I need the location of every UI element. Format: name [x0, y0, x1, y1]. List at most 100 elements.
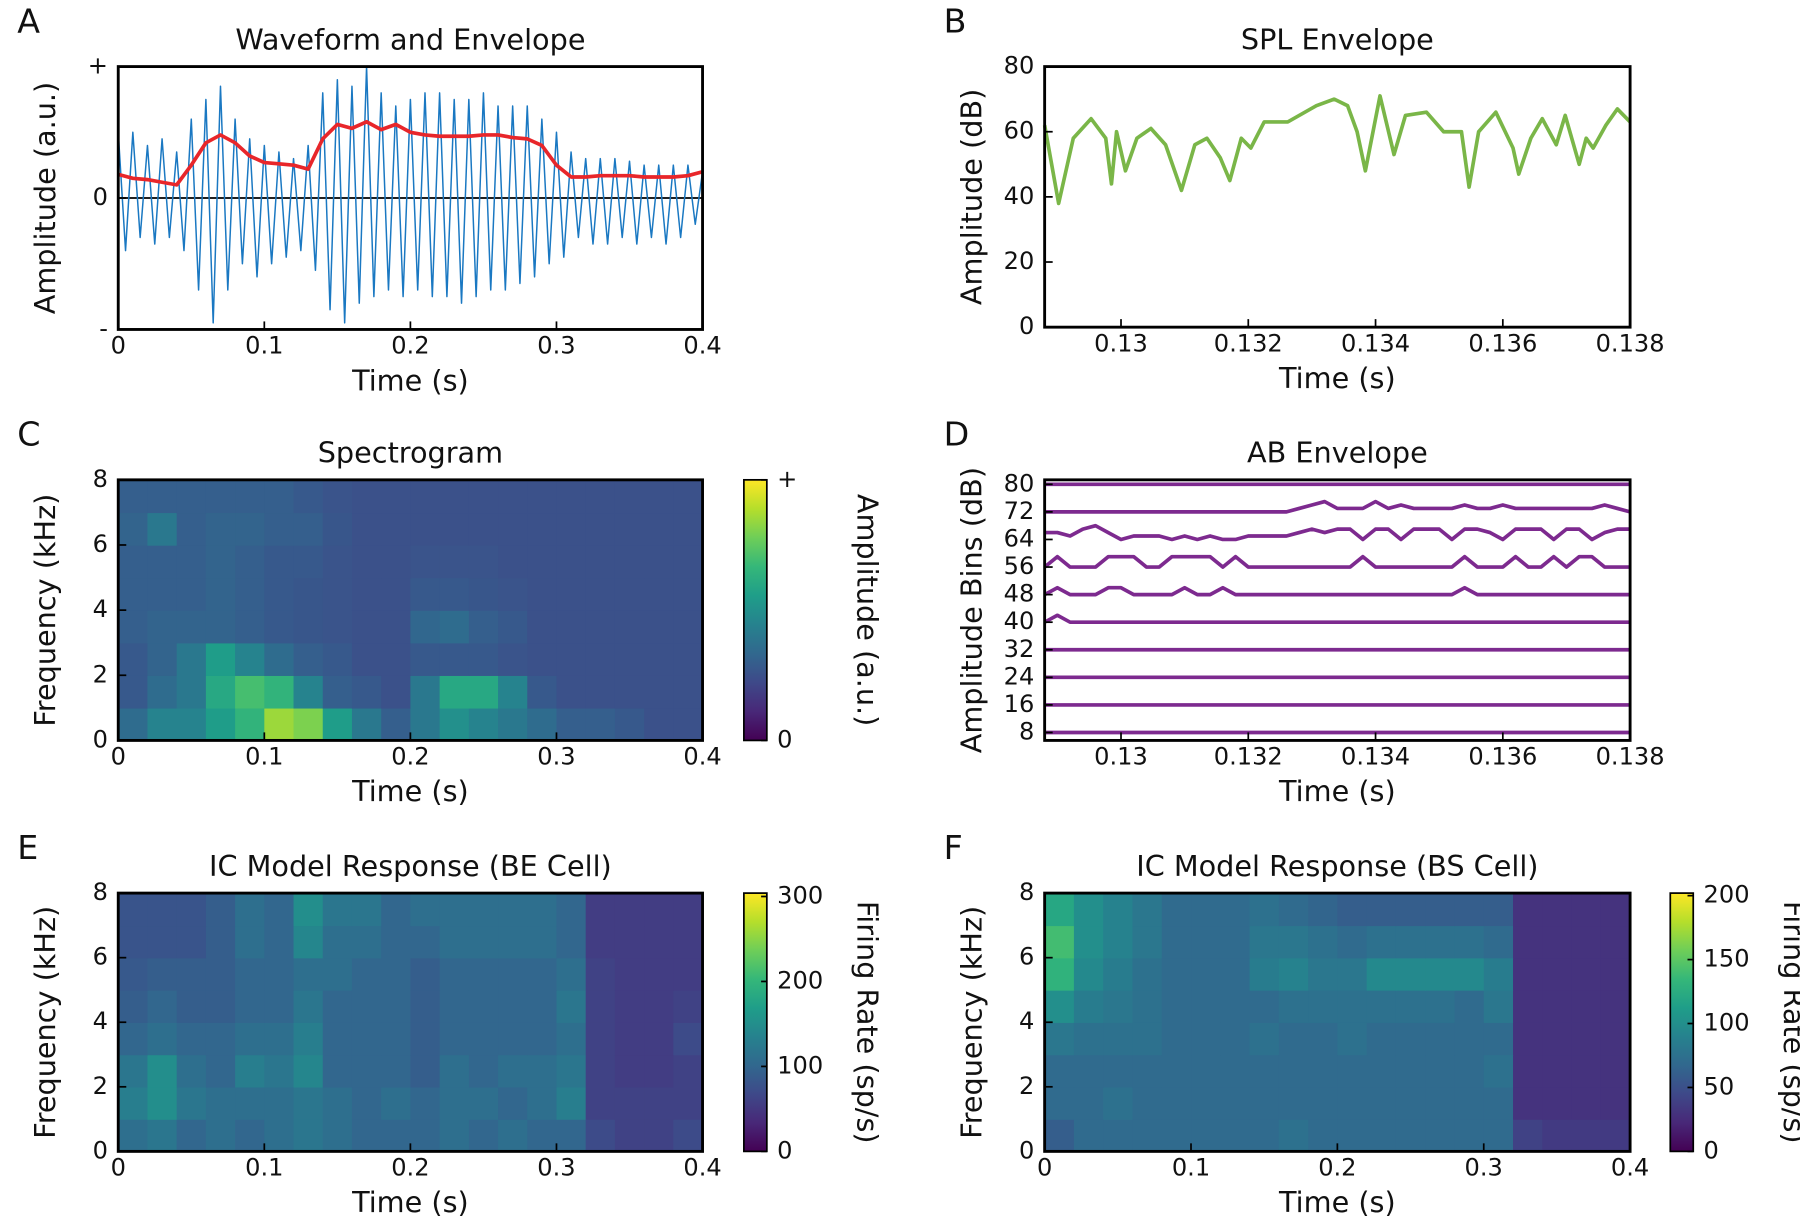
- heatmap-cell: [644, 577, 675, 611]
- chart-title: Spectrogram: [318, 436, 503, 470]
- heatmap-cell: [527, 1054, 558, 1088]
- heatmap-cell: [1337, 925, 1368, 959]
- heatmap-cell: [264, 707, 295, 742]
- heatmap-cell: [498, 707, 528, 742]
- heatmap-cell: [498, 675, 528, 709]
- heatmap-cell: [1454, 989, 1485, 1023]
- heatmap-cell: [468, 925, 499, 959]
- heatmap-cell: [1161, 925, 1192, 959]
- colorbar-label: Amplitude (a.u.): [851, 494, 885, 727]
- heatmap-cell: [351, 1022, 382, 1056]
- heatmap-cell: [264, 1054, 295, 1088]
- heatmap-cell: [1278, 1086, 1309, 1120]
- heatmap-cell: [1220, 893, 1251, 927]
- colorbar-tick-label: 200: [777, 966, 823, 994]
- heatmap-cell: [673, 479, 704, 514]
- heatmap-cell: [1073, 957, 1104, 991]
- heatmap-cell: [176, 1054, 207, 1088]
- heatmap-cell: [235, 642, 266, 676]
- heatmap-cell: [439, 1119, 470, 1153]
- heatmap-cell: [293, 989, 324, 1023]
- heatmap-cell: [118, 1119, 149, 1153]
- heatmap-cell: [381, 642, 412, 676]
- x-tick-label: 0.3: [537, 743, 575, 771]
- heatmap-cell: [498, 610, 528, 644]
- y-tick-label: 4: [93, 1007, 108, 1035]
- line-series: [1042, 94, 1632, 206]
- heatmap-cell: [176, 479, 207, 514]
- heatmap-cell: [264, 479, 295, 514]
- heatmap-cell: [410, 479, 441, 514]
- heatmap-cell: [439, 1022, 470, 1056]
- heatmap-cell: [381, 479, 412, 514]
- heatmap-cell: [293, 957, 324, 991]
- heatmap-cell: [498, 1086, 528, 1120]
- heatmap-cell: [1600, 957, 1631, 991]
- heatmap-cell: [1308, 1119, 1339, 1153]
- heatmap-cell: [644, 512, 675, 546]
- heatmap-cell: [556, 675, 587, 709]
- x-tick-label: 0.136: [1468, 743, 1537, 771]
- heatmap-cell: [1278, 893, 1309, 927]
- heatmap-cell: [235, 610, 266, 644]
- heatmap-cell: [147, 925, 178, 959]
- y-tick-label: 40: [1004, 607, 1035, 635]
- heatmap-cell: [439, 1086, 470, 1120]
- heatmap-cell: [468, 957, 499, 991]
- heatmap-cell: [176, 1119, 207, 1153]
- heatmap-cell: [264, 957, 295, 991]
- heatmap-cell: [176, 512, 207, 546]
- heatmap-cell: [351, 544, 382, 579]
- y-axis-label: Amplitude (a.u.): [28, 82, 62, 315]
- x-tick-label: 0.136: [1468, 329, 1537, 357]
- heatmap-cell: [1044, 1086, 1075, 1120]
- heatmap-cell: [410, 544, 441, 579]
- panel-letter: F: [944, 828, 963, 867]
- heatmap-cell: [381, 1022, 412, 1056]
- x-tick-label: 0.4: [1611, 1154, 1649, 1182]
- heatmap-cell: [1191, 1119, 1221, 1153]
- heatmap-cell: [351, 512, 382, 546]
- heatmap-cell: [1249, 1022, 1280, 1056]
- heatmap-cell: [527, 957, 558, 991]
- heatmap-cell: [556, 893, 587, 927]
- line-series: [1043, 613, 1631, 625]
- colorbar-tick-label: +: [777, 465, 797, 493]
- heatmap-cell: [1073, 925, 1104, 959]
- heatmap-cell: [1103, 1086, 1134, 1120]
- heatmap-cell: [1513, 989, 1543, 1023]
- heatmap-cell: [614, 1022, 645, 1056]
- heatmap-cell: [614, 1054, 645, 1088]
- y-tick-label: +: [88, 52, 108, 80]
- heatmap-cell: [1571, 989, 1602, 1023]
- colorbar-label: Firing Rate (sp/s): [851, 901, 885, 1144]
- heatmap-cell: [1337, 1119, 1368, 1153]
- x-tick-label: 0.134: [1341, 743, 1410, 771]
- heatmap-cell: [644, 1119, 675, 1153]
- heatmap-cell: [1044, 1054, 1075, 1088]
- heatmap-cell: [235, 989, 266, 1023]
- y-tick-label: 56: [1004, 552, 1035, 580]
- heatmap-cell: [176, 989, 207, 1023]
- heatmap-cell: [1600, 989, 1631, 1023]
- heatmap-cell: [176, 577, 207, 611]
- heatmap-cell: [673, 1022, 704, 1056]
- heatmap-cell: [556, 479, 587, 514]
- heatmap-cell: [1542, 989, 1573, 1023]
- heatmap-cell: [147, 1022, 178, 1056]
- heatmap-cell: [351, 1054, 382, 1088]
- heatmap-cell: [673, 675, 704, 709]
- heatmap-cell: [1395, 925, 1426, 959]
- heatmap-cell: [1483, 1054, 1514, 1088]
- heatmap-cell: [673, 610, 704, 644]
- heatmap-cell: [176, 642, 207, 676]
- heatmap-cell: [1571, 1022, 1602, 1056]
- heatmap-cell: [1278, 925, 1309, 959]
- heatmap-cell: [293, 577, 324, 611]
- heatmap-cell: [498, 1054, 528, 1088]
- heatmap-cell: [293, 1022, 324, 1056]
- heatmap-cell: [1337, 989, 1368, 1023]
- x-tick-label: 0: [111, 743, 126, 771]
- x-tick-label: 0.138: [1596, 329, 1665, 357]
- y-tick-label: 0: [93, 1136, 108, 1164]
